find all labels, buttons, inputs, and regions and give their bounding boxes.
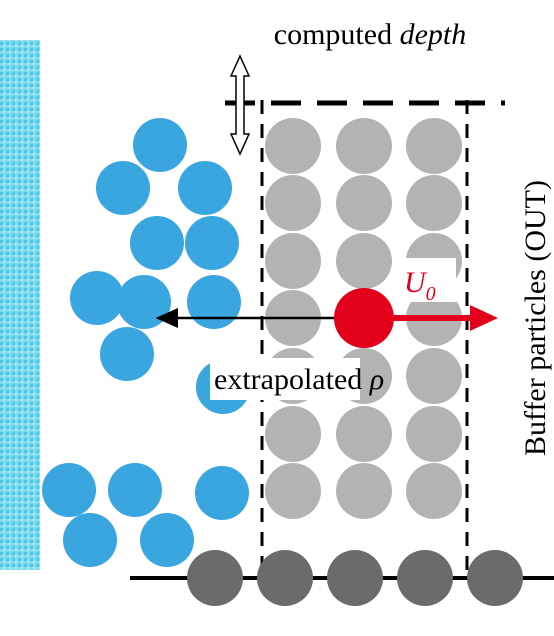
fluid-particles [42,118,250,567]
top-label-emphasis: depth [400,18,467,51]
top-label: computed depth [274,18,466,51]
density-symbol: ρ [369,363,384,396]
velocity-subscript: 0 [426,283,436,305]
wall [130,550,554,606]
background-texture [0,40,40,570]
side-label: Buffer particles (OUT) [519,180,552,456]
density-text: extrapolated [214,363,362,396]
velocity-arrowhead [470,305,498,331]
top-label-text: computed [274,18,392,51]
diagram: computed depth U0 extrapolated ρ Buffer … [0,0,554,636]
velocity-symbol: U [404,266,428,299]
page: computed depth U0 extrapolated ρ Buffer … [0,0,554,636]
density-label: extrapolated ρ [214,363,384,396]
